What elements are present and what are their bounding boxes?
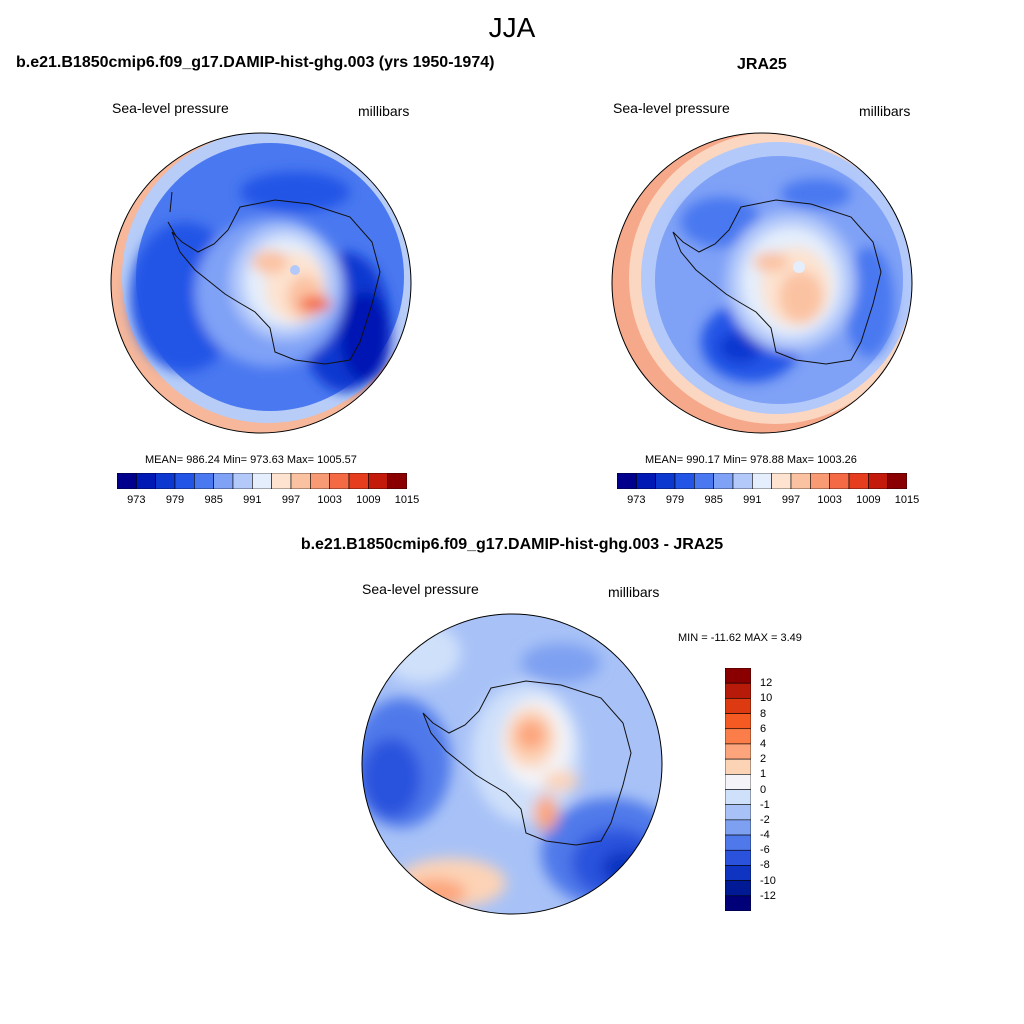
main-title: JJA bbox=[488, 12, 536, 43]
colorbar-swatch bbox=[829, 473, 850, 489]
colorbar-swatch bbox=[694, 473, 714, 489]
colorbar-swatch bbox=[887, 473, 907, 489]
colorbar-swatch bbox=[725, 698, 751, 714]
colorbar-tick-label: 2 bbox=[760, 753, 767, 766]
panel-3-units-label: millibars bbox=[608, 584, 660, 600]
colorbar-swatch bbox=[617, 473, 637, 489]
colorbar-tick-label: 985 bbox=[204, 494, 223, 506]
panel-1-stats: MEAN= 986.24 Min= 973.63 Max= 1005.57 bbox=[145, 454, 357, 466]
panel-2-variable-label: Sea-level pressure bbox=[613, 100, 730, 116]
panel-1-variable-label: Sea-level pressure bbox=[112, 100, 229, 116]
colorbar-swatch bbox=[271, 473, 292, 489]
colorbar-tick-label: 991 bbox=[243, 494, 262, 506]
colorbar-swatch bbox=[725, 668, 751, 684]
colorbar-swatch bbox=[771, 473, 792, 489]
colorbar-tick-label: 1003 bbox=[817, 494, 842, 506]
panel-3-variable-label: Sea-level pressure bbox=[362, 581, 479, 597]
colorbar-swatch bbox=[790, 473, 811, 489]
colorbar-tick-label: 1003 bbox=[317, 494, 342, 506]
panel-2-colorbar bbox=[617, 473, 907, 489]
panel-2-stats: MEAN= 990.17 Min= 978.88 Max= 1003.26 bbox=[645, 454, 857, 466]
colorbar-swatch bbox=[232, 473, 253, 489]
colorbar-swatch bbox=[155, 473, 176, 489]
colorbar-swatch bbox=[387, 473, 407, 489]
colorbar-swatch bbox=[732, 473, 753, 489]
colorbar-swatch bbox=[725, 849, 751, 866]
colorbar-tick-label: 1009 bbox=[856, 494, 881, 506]
colorbar-swatch bbox=[752, 473, 772, 489]
colorbar-swatch bbox=[213, 473, 234, 489]
panel-2-polar-map bbox=[611, 132, 913, 434]
colorbar-swatch bbox=[174, 473, 195, 489]
panel-3-colorbar-ticks: 12 10 8 6 4 2 1 0 -1 -2 -4 -6 -8 -10 -12 bbox=[760, 668, 800, 911]
colorbar-tick-label: 4 bbox=[760, 737, 767, 750]
panel-1-polar-map bbox=[110, 132, 412, 434]
colorbar-tick-label: -4 bbox=[760, 829, 770, 842]
panel-3-colorbar bbox=[725, 668, 751, 911]
panel-2-units-label: millibars bbox=[859, 103, 911, 119]
colorbar-swatch bbox=[725, 834, 751, 851]
colorbar-swatch bbox=[252, 473, 272, 489]
colorbar-tick-label: 1015 bbox=[894, 494, 920, 506]
colorbar-swatch bbox=[725, 728, 751, 745]
colorbar-swatch bbox=[725, 713, 751, 730]
colorbar-tick-label: 6 bbox=[760, 722, 767, 735]
colorbar-swatch bbox=[674, 473, 695, 489]
colorbar-tick-label: 997 bbox=[281, 494, 301, 506]
colorbar-swatch bbox=[725, 895, 751, 911]
colorbar-swatch bbox=[290, 473, 311, 489]
colorbar-tick-label: -1 bbox=[760, 798, 770, 811]
colorbar-swatch bbox=[725, 682, 751, 699]
colorbar-swatch bbox=[725, 865, 751, 881]
colorbar-tick-label: -2 bbox=[760, 813, 770, 826]
colorbar-tick-label: 979 bbox=[665, 494, 685, 506]
colorbar-swatch bbox=[348, 473, 369, 489]
colorbar-swatch bbox=[310, 473, 330, 489]
colorbar-tick-label: -10 bbox=[760, 874, 776, 887]
colorbar-swatch bbox=[868, 473, 888, 489]
colorbar-swatch bbox=[194, 473, 214, 489]
panel-1-title: b.e21.B1850cmip6.f09_g17.DAMIP-hist-ghg.… bbox=[16, 54, 495, 71]
colorbar-tick-label: 8 bbox=[760, 707, 767, 720]
colorbar-swatch bbox=[725, 774, 751, 790]
colorbar-tick-label: -8 bbox=[760, 859, 770, 872]
colorbar-swatch bbox=[725, 804, 751, 821]
colorbar-tick-label: 1009 bbox=[356, 494, 381, 506]
colorbar-swatch bbox=[636, 473, 656, 489]
panel-1-colorbar-ticks: 973 979 985 991 997 1003 1009 1015 bbox=[117, 494, 419, 508]
colorbar-swatch bbox=[136, 473, 156, 489]
colorbar-swatch bbox=[713, 473, 734, 489]
colorbar-swatch bbox=[117, 473, 137, 489]
colorbar-tick-label: 991 bbox=[743, 494, 762, 506]
colorbar-tick-label: 997 bbox=[781, 494, 801, 506]
colorbar-tick-label: 973 bbox=[627, 494, 646, 506]
panel-1-units-label: millibars bbox=[358, 103, 410, 119]
colorbar-tick-label: 973 bbox=[127, 494, 146, 506]
panel-1-colorbar bbox=[117, 473, 407, 489]
colorbar-swatch bbox=[655, 473, 676, 489]
panel-3-stats: MIN = -11.62 MAX = 3.49 bbox=[678, 632, 802, 644]
colorbar-swatch bbox=[368, 473, 388, 489]
colorbar-tick-label: 0 bbox=[760, 783, 767, 796]
colorbar-tick-label: 1 bbox=[760, 768, 767, 781]
colorbar-tick-label: 1015 bbox=[394, 494, 420, 506]
colorbar-swatch bbox=[329, 473, 350, 489]
panel-2-colorbar-ticks: 973 979 985 991 997 1003 1009 1015 bbox=[617, 494, 919, 508]
colorbar-swatch bbox=[848, 473, 869, 489]
colorbar-swatch bbox=[725, 743, 751, 760]
colorbar-swatch bbox=[810, 473, 830, 489]
panel-2-title: JRA25 bbox=[737, 56, 787, 73]
colorbar-tick-label: 12 bbox=[760, 677, 773, 690]
panel-3-title: b.e21.B1850cmip6.f09_g17.DAMIP-hist-ghg.… bbox=[300, 536, 724, 553]
colorbar-tick-label: -12 bbox=[760, 889, 776, 902]
colorbar-swatch bbox=[725, 789, 751, 805]
colorbar-tick-label: -6 bbox=[760, 844, 770, 857]
colorbar-tick-label: 985 bbox=[704, 494, 723, 506]
panel-3-polar-map bbox=[361, 613, 663, 915]
colorbar-tick-label: 10 bbox=[760, 692, 773, 705]
colorbar-swatch bbox=[725, 880, 751, 897]
colorbar-swatch bbox=[725, 758, 751, 775]
colorbar-swatch bbox=[725, 819, 751, 836]
colorbar-tick-label: 979 bbox=[165, 494, 185, 506]
